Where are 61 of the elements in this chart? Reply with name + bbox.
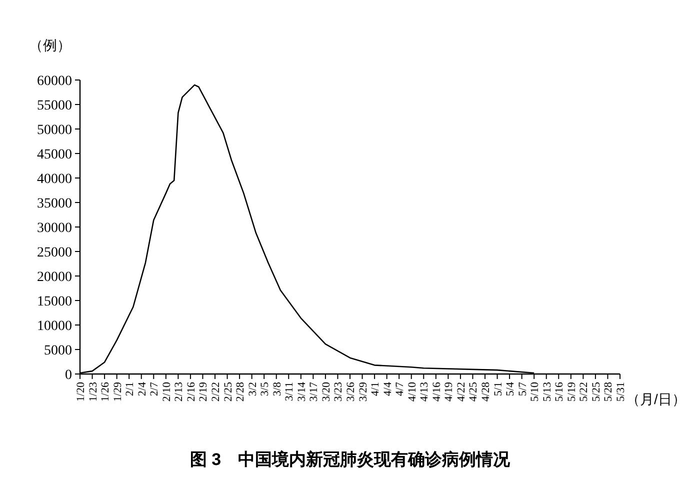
x-tick-label: 2/28: [234, 382, 247, 402]
x-tick-label: 5/22: [578, 382, 590, 402]
x-tick-label: 3/11: [284, 382, 296, 402]
x-tick-label: 5/16: [554, 382, 566, 402]
x-tick-label: 3/20: [320, 382, 332, 402]
x-tick-label: 3/2: [246, 382, 259, 396]
y-tick-label: 50000: [37, 123, 72, 138]
y-tick-label: 15000: [37, 294, 72, 310]
x-tick-label: 3/26: [345, 382, 357, 402]
y-axis-title: （例）: [29, 37, 71, 53]
x-tick-label: 2/7: [148, 382, 161, 396]
x-tick-label: 3/14: [296, 382, 308, 402]
y-tick-label: 25000: [37, 246, 72, 260]
y-tick-label: 10000: [37, 319, 72, 334]
x-tick-label: 4/28: [480, 382, 492, 402]
x-tick-label: 1/29: [112, 382, 124, 402]
x-tick-label: 5/28: [602, 382, 615, 402]
x-tick-label: 2/16: [185, 382, 198, 402]
x-tick-label: 2/25: [222, 382, 234, 402]
y-tick-label: 35000: [37, 196, 72, 212]
x-tick-label: 1/23: [87, 382, 100, 402]
x-tick-label: 1/20: [75, 382, 87, 402]
x-tick-label: 1/26: [100, 382, 112, 402]
x-tick-label: 3/17: [308, 382, 320, 402]
x-tick-label: 5/7: [516, 382, 529, 396]
x-tick-label: 5/19: [566, 382, 578, 402]
x-tick-label: 2/1: [124, 382, 136, 396]
x-tick-label: 4/10: [406, 382, 418, 402]
x-tick-label: 3/8: [271, 382, 284, 396]
x-tick-label: 2/13: [173, 382, 186, 402]
x-tick-label: 4/19: [443, 382, 456, 402]
y-tick-label: 60000: [37, 74, 72, 89]
y-tick-label: 45000: [37, 148, 72, 162]
x-tick-label: 5/10: [529, 382, 542, 402]
x-tick-label: 2/19: [198, 382, 210, 402]
x-tick-label: 4/1: [370, 382, 382, 396]
x-tick-label: 4/4: [382, 382, 394, 396]
y-tick-label: 40000: [37, 172, 72, 187]
y-tick-label: 5000: [44, 344, 72, 358]
x-tick-label: 4/13: [418, 382, 431, 402]
x-tick-label: 2/10: [160, 382, 173, 402]
x-tick-label: 4/22: [455, 382, 468, 402]
x-tick-label: 5/1: [492, 382, 504, 396]
x-tick-label: 2/4: [136, 382, 148, 396]
y-tick-label: 55000: [37, 98, 72, 114]
y-tick-label: 20000: [37, 270, 72, 285]
x-tick-label: 3/5: [259, 382, 272, 396]
x-tick-label: 3/29: [357, 382, 370, 402]
x-tick-label: 5/4: [504, 382, 517, 396]
x-tick-label: 4/7: [394, 382, 406, 396]
x-tick-label: 5/13: [541, 382, 554, 402]
x-tick-label: 5/25: [590, 382, 602, 402]
x-tick-label: 4/16: [430, 382, 443, 402]
y-tick-label: 30000: [37, 221, 72, 236]
x-tick-label: 4/25: [468, 382, 480, 402]
y-tick-label: 0: [65, 368, 72, 383]
x-tick-label: 5/31: [615, 382, 627, 402]
x-axis-title: （月/日）: [626, 391, 686, 407]
x-tick-label: 3/23: [332, 382, 345, 402]
x-tick-label: 2/22: [210, 382, 222, 402]
text: 图 3 中国境内新冠肺炎现有确诊病例情况: [190, 450, 512, 469]
